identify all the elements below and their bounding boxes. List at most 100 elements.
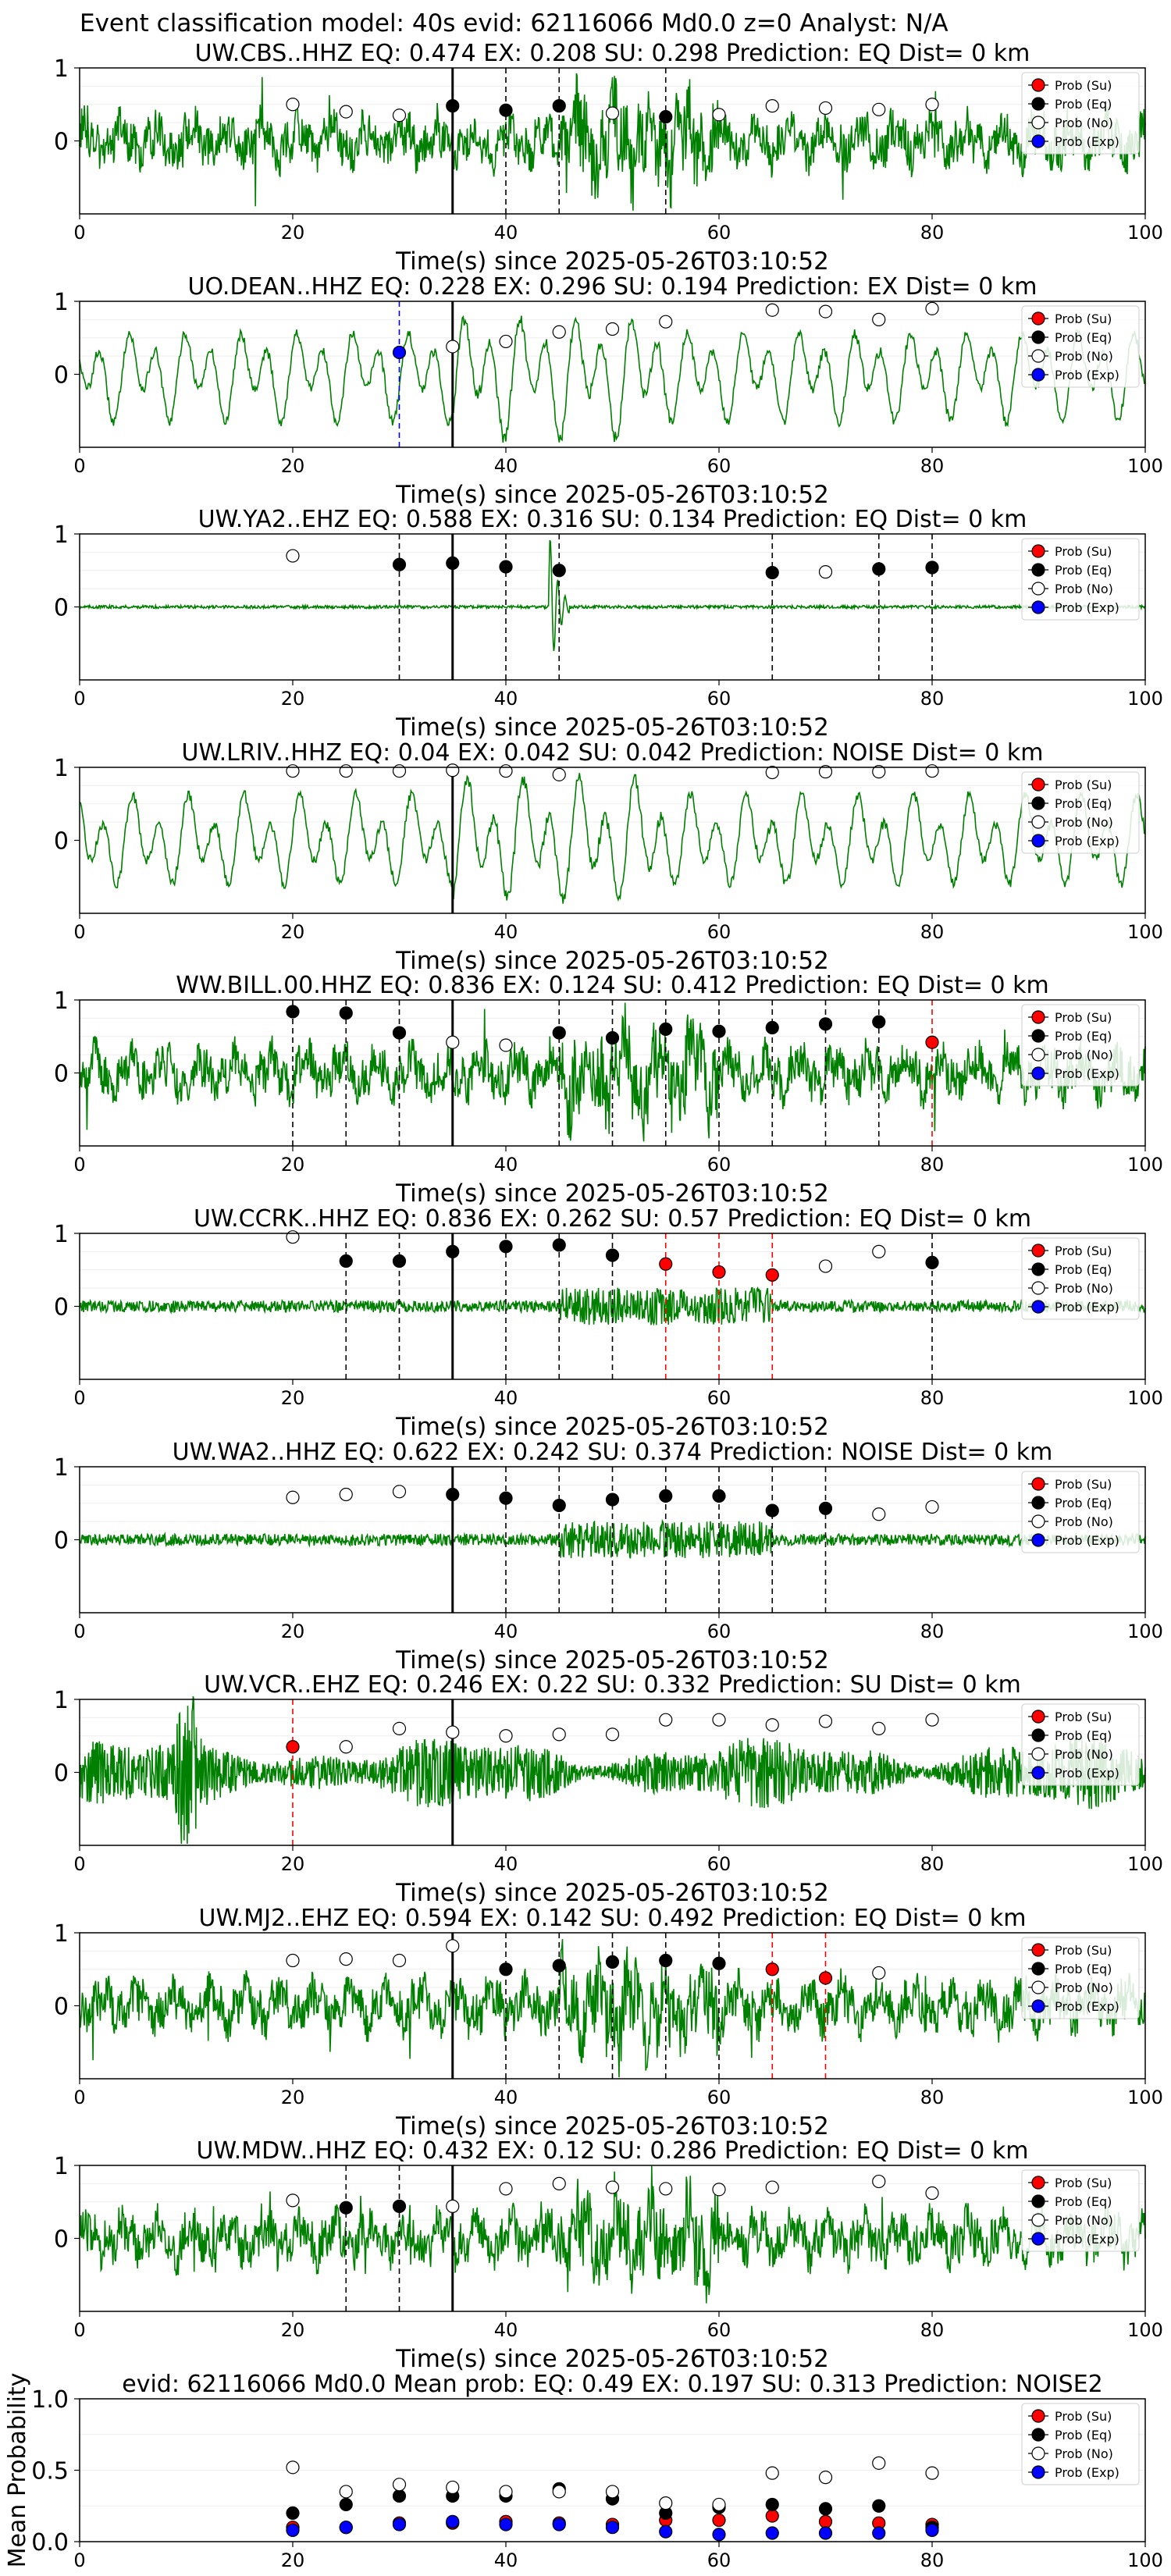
legend-label-exp: Prob (Exp): [1055, 1533, 1119, 1548]
x-tick-label: 100: [1127, 222, 1163, 244]
prob-marker-no: [286, 1230, 300, 1244]
legend-marker-su: [1031, 1710, 1045, 1724]
x-tick-label: 40: [494, 1387, 518, 1409]
prob-marker-eq: [818, 1017, 833, 1031]
prob-marker-no: [605, 1727, 620, 1742]
mean-marker-exp: [392, 2517, 407, 2532]
legend-marker-eq: [1031, 1262, 1045, 1276]
mean-marker-no: [818, 2471, 833, 2485]
legend-label-no: Prob (No): [1055, 582, 1113, 596]
legend-label-su: Prob (Su): [1055, 78, 1112, 93]
x-tick-label: 60: [707, 1154, 731, 1176]
legend-label-exp: Prob (Exp): [1055, 600, 1119, 615]
y-axis-label: Mean Probability: [4, 2373, 31, 2568]
legend-label-su: Prob (Su): [1055, 1010, 1112, 1025]
x-tick-label: 0: [73, 455, 85, 477]
x-tick-label: 0: [73, 1853, 85, 1875]
mean-marker-exp: [552, 2517, 566, 2532]
prob-marker-no: [765, 2180, 779, 2194]
x-tick-label: 40: [494, 1853, 518, 1875]
x-tick-label: 80: [920, 921, 945, 943]
y-tick-label: 1: [54, 2153, 69, 2180]
legend: Prob (Su) Prob (Eq) Prob (No) Prob (Exp): [1021, 1703, 1140, 1786]
prob-marker-no: [818, 1259, 833, 1273]
x-tick-label: 80: [920, 1387, 945, 1409]
prob-marker-su: [765, 1962, 779, 1976]
prob-marker-eq: [339, 2201, 353, 2215]
x-tick-label: 60: [707, 2319, 731, 2341]
legend-marker-no: [1031, 582, 1045, 596]
prob-marker-no: [872, 2174, 886, 2189]
y-tick-label: 1: [54, 289, 69, 316]
prob-marker-eq: [872, 562, 886, 576]
legend-frame: [1021, 1471, 1140, 1553]
mean-marker-no: [872, 2456, 886, 2470]
prob-marker-no: [605, 322, 620, 336]
prob-marker-eq: [552, 99, 566, 113]
legend-marker-exp: [1031, 368, 1045, 382]
x-tick-label: 20: [281, 2549, 305, 2571]
legend-label-exp: Prob (Exp): [1055, 2232, 1119, 2247]
legend: Prob (Su) Prob (Eq) Prob (No) Prob (Exp): [1021, 1471, 1140, 1553]
legend-marker-su: [1031, 544, 1045, 558]
legend: Prob (Su) Prob (Eq) Prob (No) Prob (Exp): [1021, 771, 1140, 854]
x-axis-label: Time(s) since 2025-05-26T03:10:52: [395, 2112, 829, 2140]
mean-marker-no: [552, 2485, 566, 2499]
prob-marker-eq: [552, 1959, 566, 1973]
mean-marker-no: [499, 2485, 513, 2499]
prob-marker-no: [765, 1718, 779, 1732]
prob-marker-eq: [552, 564, 566, 578]
x-tick-label: 80: [920, 2319, 945, 2341]
mean-marker-exp: [765, 2526, 779, 2540]
prob-marker-eq: [605, 1493, 620, 1507]
prob-marker-no: [392, 1721, 407, 1735]
prob-marker-eq: [339, 1006, 353, 1020]
prob-marker-eq: [499, 1240, 513, 1254]
axes-frame: [79, 767, 1146, 914]
panel-title: UW.YA2..EHZ EQ: 0.588 EX: 0.316 SU: 0.13…: [198, 506, 1027, 533]
prob-marker-eq: [659, 1022, 673, 1037]
waveform-trace: [79, 315, 1146, 443]
legend-marker-exp: [1031, 600, 1045, 614]
y-tick-label: 0: [54, 1760, 69, 1788]
panel-title: UW.MDW..HHZ EQ: 0.432 EX: 0.12 SU: 0.286…: [197, 2137, 1029, 2165]
plot-area: [80, 767, 1145, 913]
x-tick-label: 40: [494, 2549, 518, 2571]
legend-marker-no: [1031, 116, 1045, 130]
axes-frame: [79, 67, 1146, 215]
prob-marker-no: [552, 1727, 566, 1742]
axes-frame: [79, 2398, 1146, 2542]
y-tick-label: 1: [54, 987, 69, 1015]
legend-label-exp: Prob (Exp): [1055, 2465, 1119, 2480]
mean-marker-exp: [605, 2521, 620, 2535]
legend-label-eq: Prob (Eq): [1055, 563, 1112, 578]
prob-marker-no: [925, 1713, 939, 1727]
y-tick-label: 0: [54, 595, 69, 622]
prob-marker-eq: [339, 1254, 353, 1268]
prob-marker-eq: [659, 1489, 673, 1503]
x-tick-label: 100: [1127, 688, 1163, 710]
legend-label-no: Prob (No): [1055, 1281, 1113, 1296]
mean-marker-su: [712, 2513, 726, 2528]
legend-marker-eq: [1031, 796, 1045, 810]
legend-marker-eq: [1031, 97, 1045, 111]
x-tick-label: 20: [281, 921, 305, 943]
legend-label-su: Prob (Su): [1055, 1710, 1112, 1724]
panel-title: UW.LRIV..HHZ EQ: 0.04 EX: 0.042 SU: 0.04…: [181, 739, 1043, 767]
prob-marker-no: [392, 1953, 407, 1968]
legend-frame: [1021, 538, 1140, 621]
prob-marker-no: [446, 1035, 460, 1049]
y-tick-label: 0: [54, 1294, 69, 1322]
prob-marker-no: [818, 1714, 833, 1728]
mean-marker-no: [286, 2460, 300, 2475]
legend: Prob (Su) Prob (Eq) Prob (No) Prob (Exp): [1021, 2403, 1140, 2485]
panel-title: UW.CCRK..HHZ EQ: 0.836 EX: 0.262 SU: 0.5…: [194, 1205, 1031, 1233]
prob-marker-eq: [286, 1005, 300, 1019]
x-axis-label: Time(s) since 2025-05-26T03:10:52: [395, 1646, 829, 1674]
waveform-trace: [79, 2165, 1146, 2304]
x-tick-label: 80: [920, 1853, 945, 1875]
x-tick-label: 40: [494, 688, 518, 710]
legend-frame: [1021, 2169, 1140, 2252]
x-tick-label: 80: [920, 688, 945, 710]
y-tick-label: 0.0: [31, 2529, 69, 2556]
